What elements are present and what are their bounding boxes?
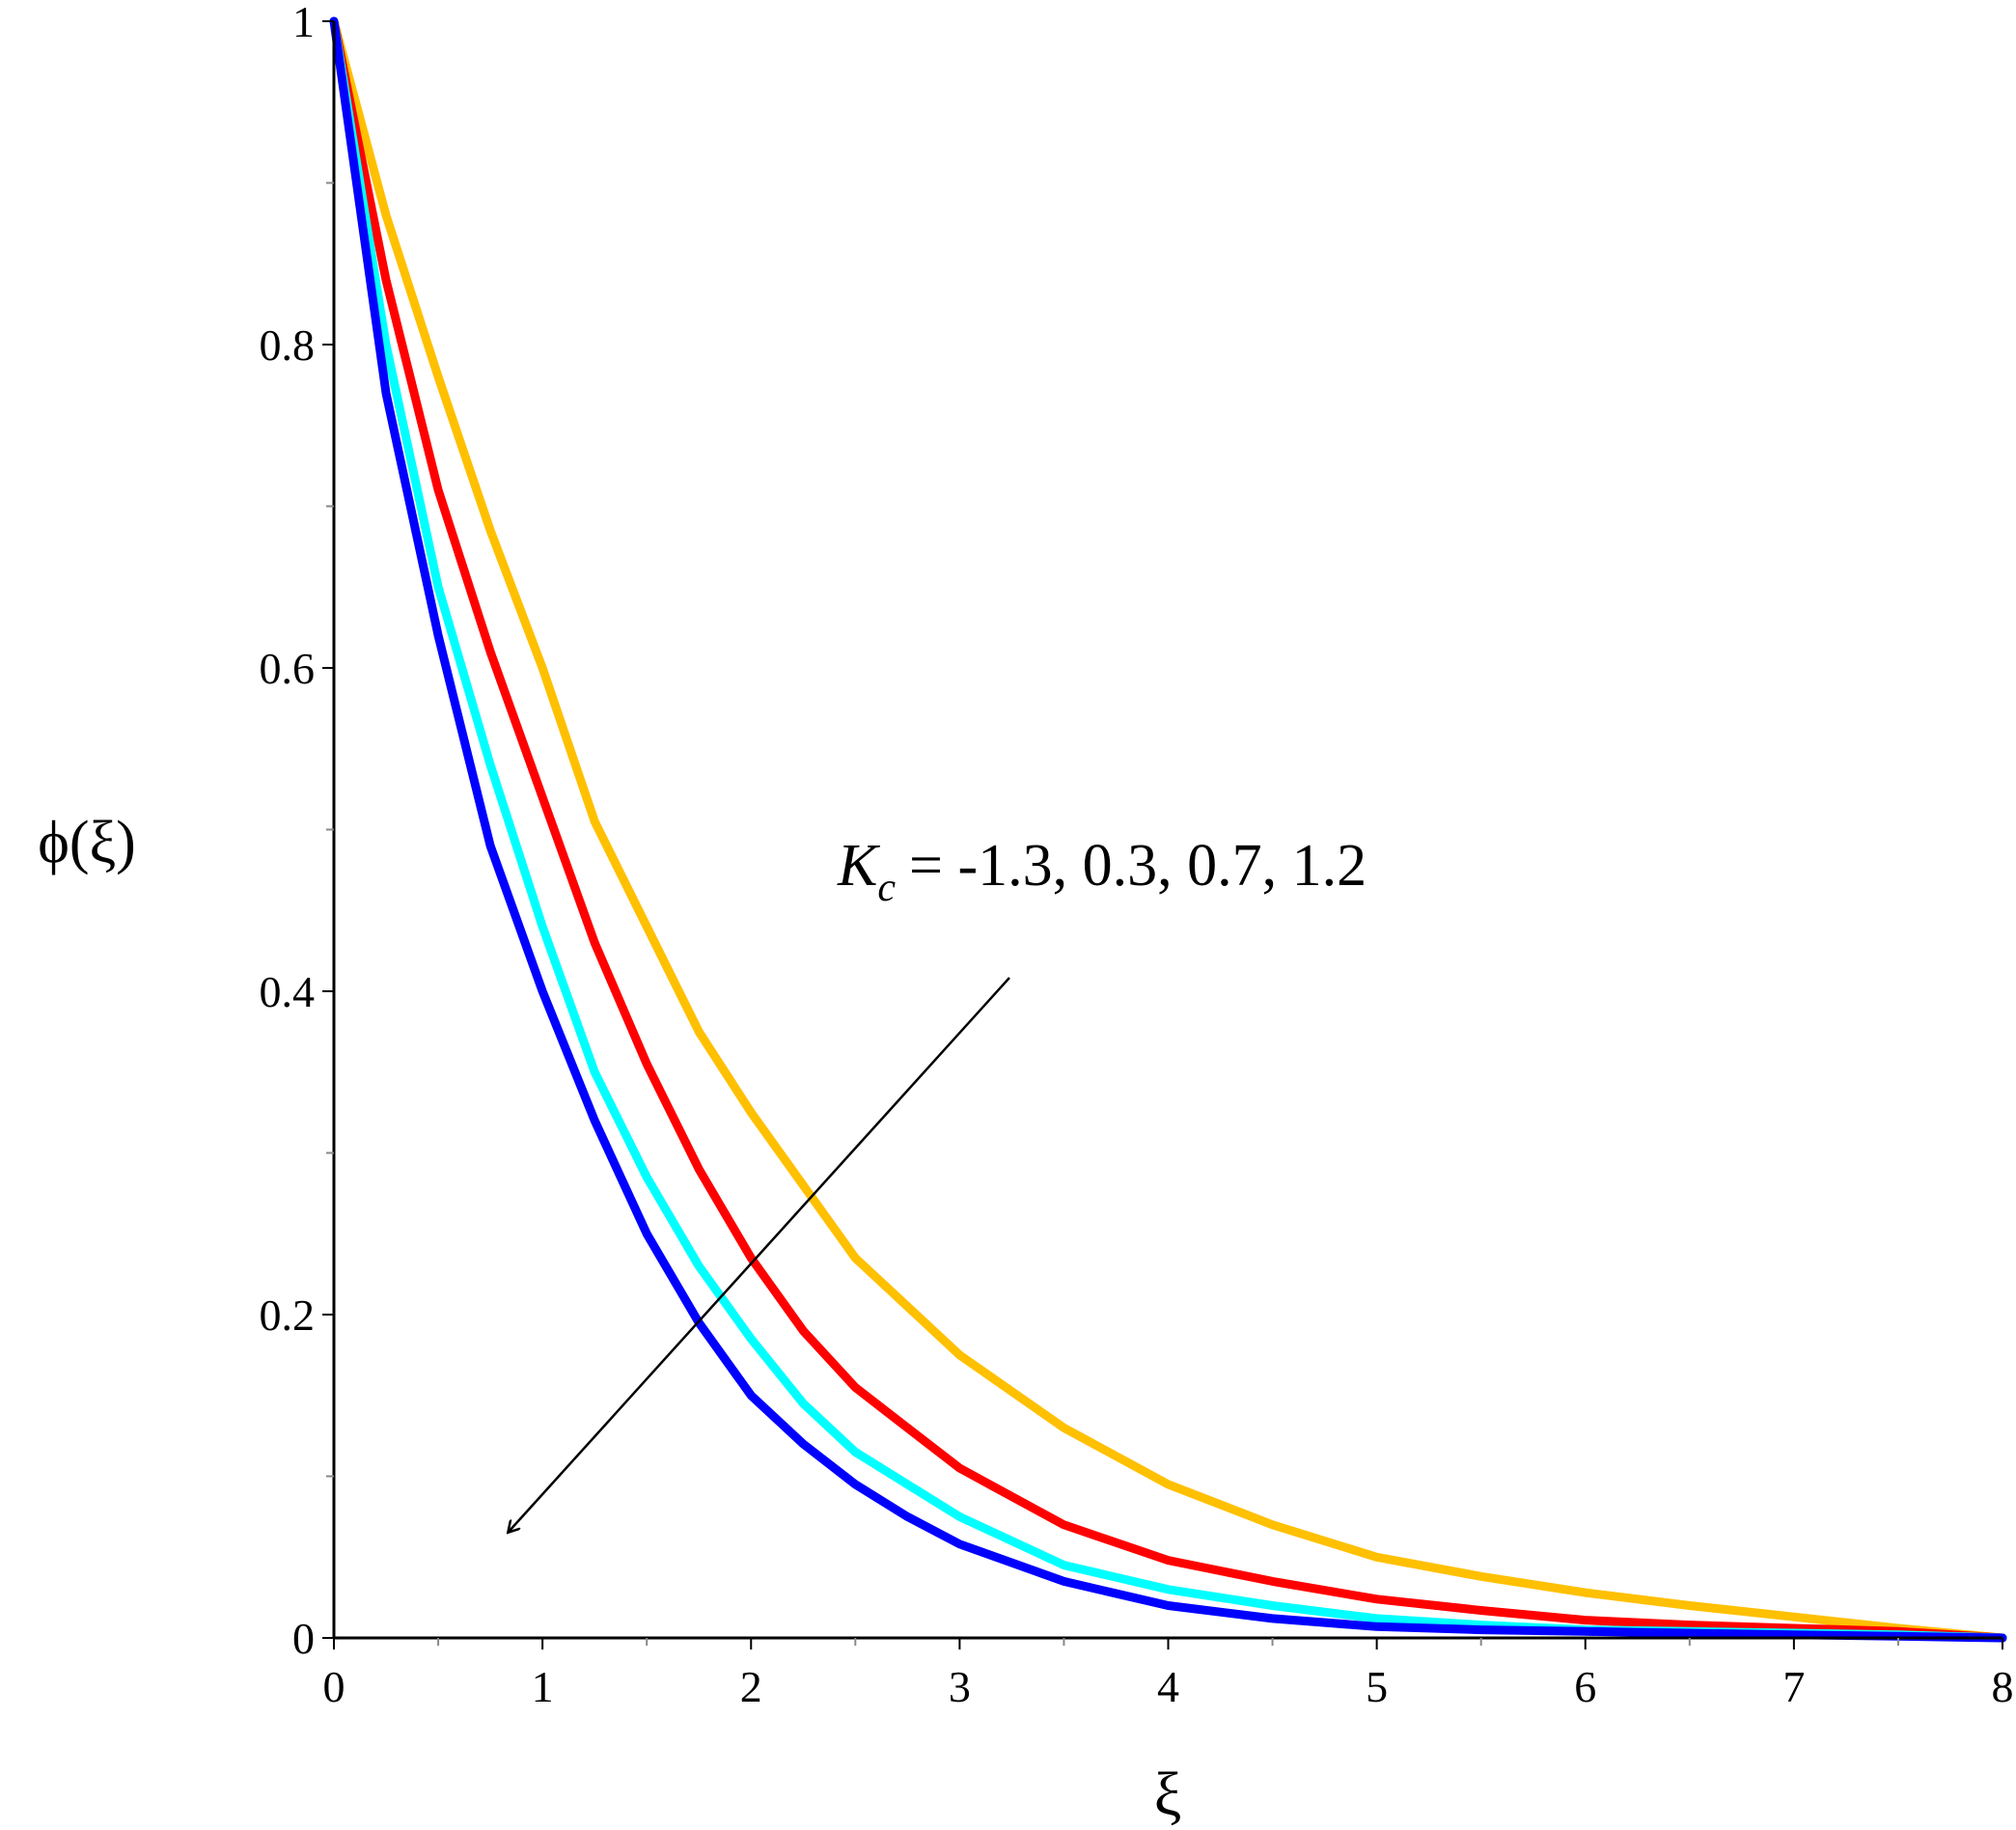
x-tick-label: 0 xyxy=(323,1662,345,1711)
annotation-arrow xyxy=(509,977,1010,1532)
series-line-2 xyxy=(329,16,2007,1643)
x-axis-title: ξ xyxy=(1154,1760,1182,1828)
x-tick-label: 8 xyxy=(1992,1662,2014,1711)
annotation-subscript: c xyxy=(877,866,896,910)
series-line-3 xyxy=(329,16,2007,1643)
y-tick-label: 1 xyxy=(292,0,315,46)
ticks: 0 1 2 3 4 5 6 7 8 0 0.2 0.4 0.6 0.8 1 xyxy=(260,0,2014,1711)
axes xyxy=(332,21,2002,1640)
annotation-symbol: K xyxy=(837,833,881,899)
x-tick-label: 4 xyxy=(1157,1662,1179,1711)
x-tick-label: 2 xyxy=(740,1662,762,1711)
x-tick-label: 1 xyxy=(532,1662,554,1711)
x-tick-label: 7 xyxy=(1782,1662,1805,1711)
y-tick-label: 0.6 xyxy=(260,644,316,693)
x-tick-label: 3 xyxy=(949,1662,971,1711)
y-tick-label: 0.2 xyxy=(260,1290,316,1340)
y-tick-label: 0.8 xyxy=(260,320,316,370)
annotation: Kc = -1.3, 0.3, 0.7, 1.2 xyxy=(509,833,1367,1532)
y-tick-label: 0.4 xyxy=(260,967,316,1016)
y-axis-title: ϕ(ξ) xyxy=(38,810,136,875)
series-line-4 xyxy=(329,16,2007,1643)
annotation-text: Kc = -1.3, 0.3, 0.7, 1.2 xyxy=(837,833,1367,910)
y-tick-label: 0 xyxy=(292,1614,315,1663)
x-tick-label: 5 xyxy=(1366,1662,1388,1711)
series-layer xyxy=(329,16,2007,1643)
x-tick-label: 6 xyxy=(1574,1662,1596,1711)
series-line-1 xyxy=(329,16,2007,1643)
annotation-values: = -1.3, 0.3, 0.7, 1.2 xyxy=(909,833,1367,899)
